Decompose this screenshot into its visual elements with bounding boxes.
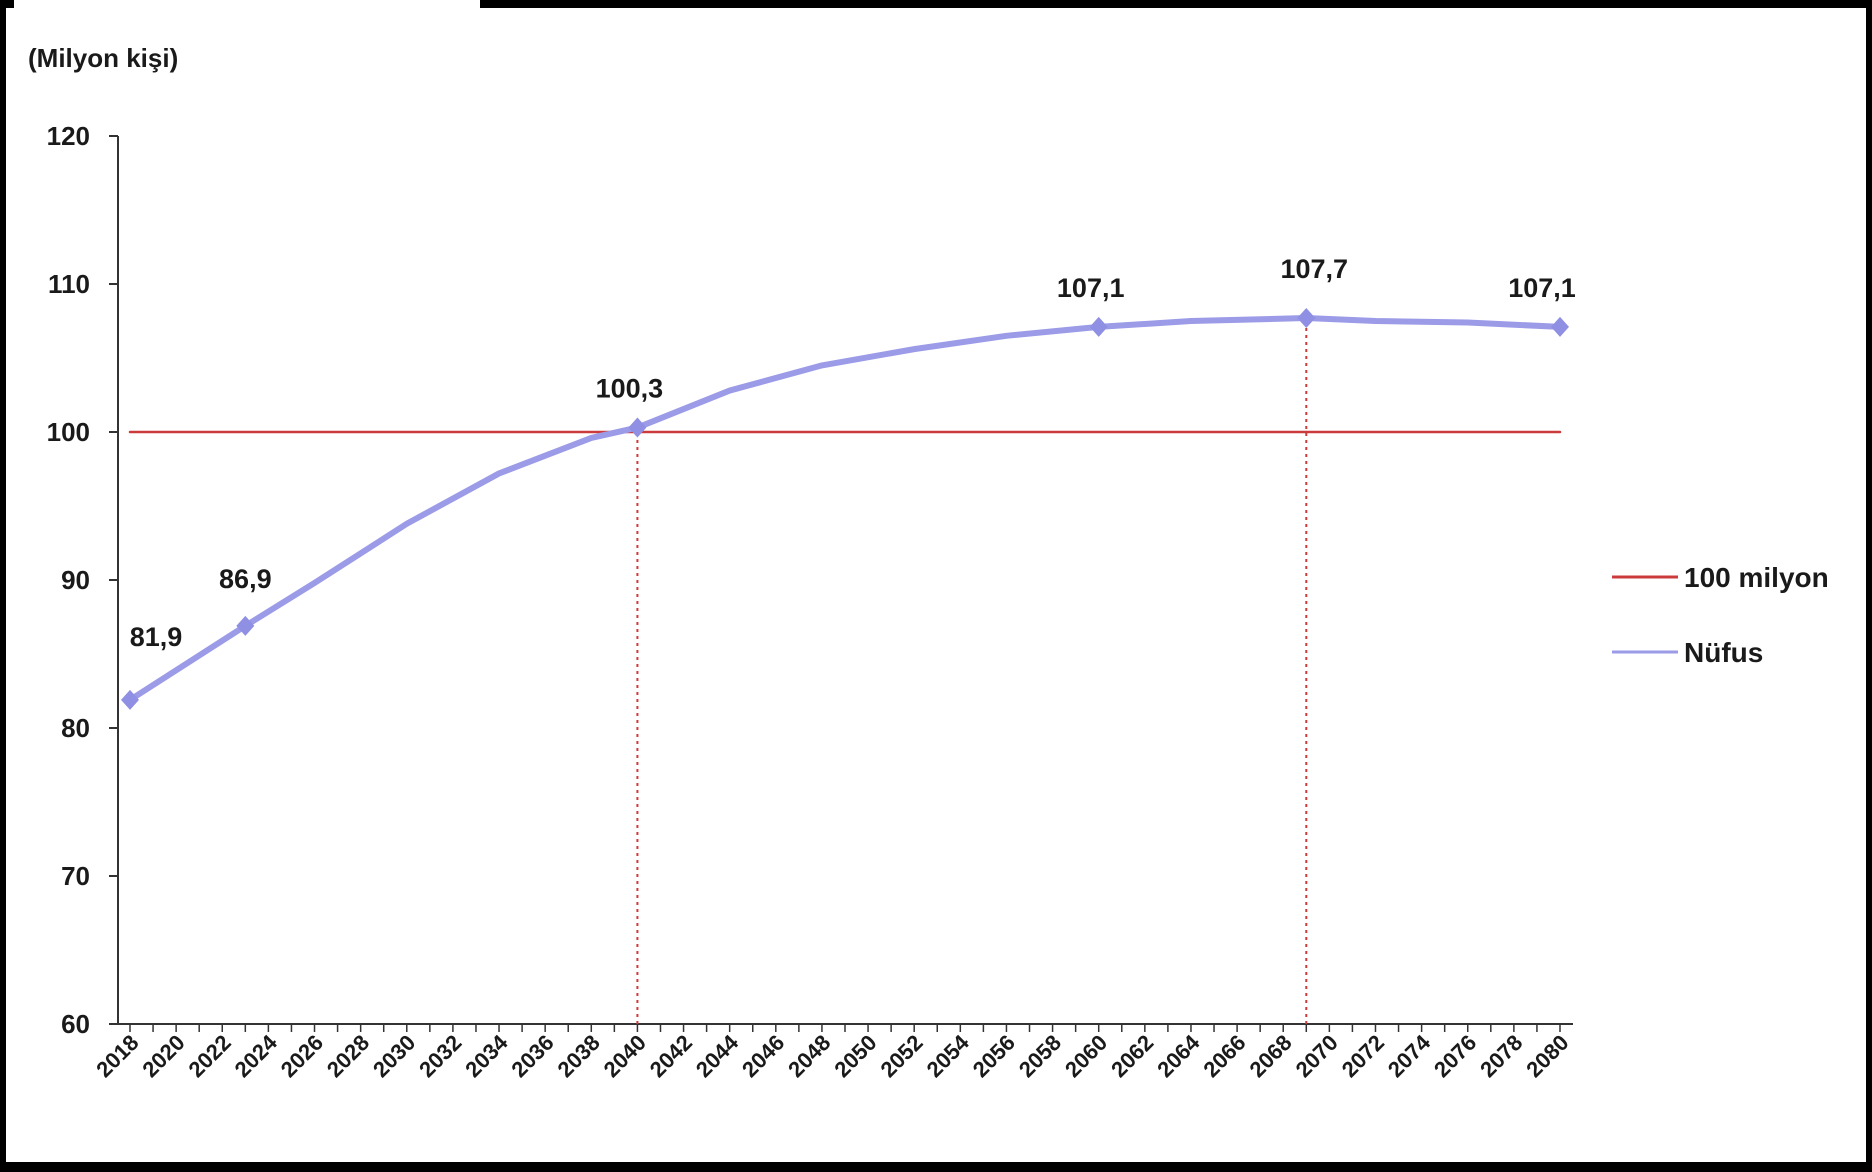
x-tick-label: 2044: [691, 1029, 744, 1082]
x-tick-label: 2046: [737, 1030, 789, 1082]
x-tick-label: 2066: [1198, 1030, 1250, 1082]
data-label: 86,9: [219, 564, 272, 594]
y-tick-label: 80: [61, 713, 90, 743]
x-tick-label: 2026: [276, 1030, 328, 1082]
x-tick-label: 2054: [922, 1029, 975, 1082]
x-tick-label: 2022: [184, 1030, 236, 1082]
x-tick-label: 2064: [1152, 1029, 1205, 1082]
legend: 100 milyon Nüfus: [1612, 562, 1829, 668]
x-tick-label: 2030: [368, 1030, 420, 1082]
data-markers: [121, 308, 1569, 710]
y-tick-label: 70: [61, 861, 90, 891]
series-lines: [127, 315, 1563, 703]
data-label: 107,1: [1508, 273, 1576, 303]
x-tick-label: 2024: [230, 1029, 283, 1082]
legend-label-reference: 100 milyon: [1684, 562, 1829, 593]
x-tick-label: 2050: [829, 1030, 881, 1082]
data-label: 107,1: [1057, 273, 1125, 303]
data-labels: 81,9 86,9 100,3 107,1 107,7 107,1: [130, 254, 1576, 652]
y-tick-label: 110: [48, 269, 90, 299]
x-tick-label: 2034: [460, 1029, 513, 1082]
y-tick-label: 90: [61, 565, 90, 595]
frame-gap: [14, 0, 480, 8]
x-tick-label: 2038: [553, 1030, 605, 1082]
data-label: 81,9: [130, 622, 183, 652]
x-tick-label: 2018: [91, 1030, 143, 1082]
series-line-population: [127, 315, 1563, 703]
y-tick-label: 60: [61, 1009, 90, 1039]
data-label: 100,3: [596, 374, 664, 404]
y-tick-label: 120: [47, 121, 90, 151]
x-tick-label: 2080: [1521, 1030, 1573, 1082]
reference-lines: [636, 318, 1308, 1024]
x-tick-label: 2036: [506, 1030, 558, 1082]
x-tick-label: 2062: [1106, 1030, 1158, 1082]
x-tick-label: 2060: [1060, 1030, 1112, 1082]
x-tick-label: 2020: [137, 1030, 189, 1082]
x-tick-label: 2076: [1429, 1030, 1481, 1082]
data-marker: [1297, 308, 1316, 329]
data-marker: [121, 689, 139, 710]
data-marker: [1089, 316, 1108, 337]
x-tick-label: 2056: [968, 1030, 1020, 1082]
x-tick-label: 2040: [599, 1030, 651, 1082]
y-tick-label: 100: [47, 417, 90, 447]
data-marker: [1551, 316, 1569, 337]
x-tick-label: 2052: [875, 1030, 927, 1082]
x-tick-label: 2074: [1383, 1029, 1436, 1082]
x-tick-label: 2042: [645, 1030, 697, 1082]
x-tick-label: 2058: [1014, 1030, 1066, 1082]
x-tick-label: 2048: [783, 1030, 835, 1082]
data-marker: [236, 615, 255, 636]
x-tick-label: 2078: [1475, 1030, 1527, 1082]
x-tick-label: 2068: [1244, 1030, 1296, 1082]
x-tick-label: 2072: [1337, 1030, 1389, 1082]
x-tick-label: 2028: [322, 1030, 374, 1082]
x-tick-label: 2032: [414, 1030, 466, 1082]
x-tick-label: 2070: [1291, 1030, 1343, 1082]
legend-label-population: Nüfus: [1684, 637, 1763, 668]
data-marker: [628, 417, 647, 438]
y-axis-unit-label: (Milyon kişi): [28, 43, 178, 73]
data-label: 107,7: [1281, 254, 1349, 284]
